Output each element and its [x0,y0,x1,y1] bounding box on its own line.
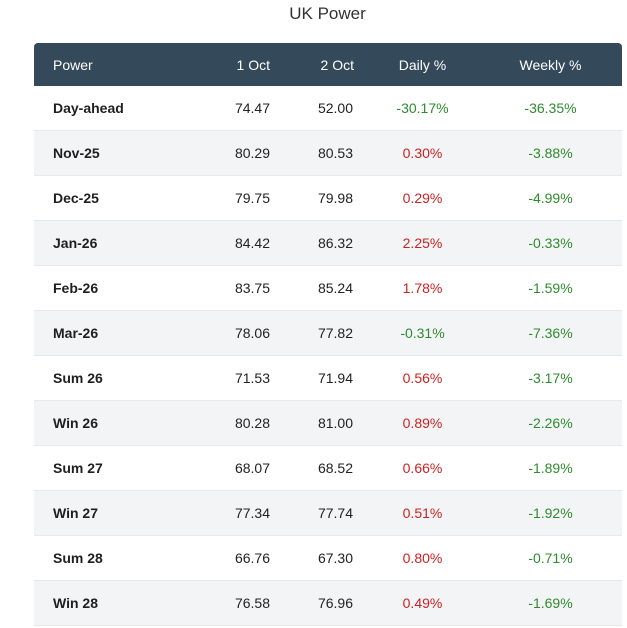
table-row: Sum 28 66.76 67.30 0.80% -0.71% [34,536,622,581]
weekly-change: -1.69% [528,595,573,611]
contract-name: Dec-25 [53,190,99,206]
price-2-oct: 71.94 [317,370,353,386]
price-2-oct: 68.52 [317,460,353,476]
column-header-1-oct: 1 Oct [236,56,270,73]
table-row: Feb-26 83.75 85.24 1.78% -1.59% [34,266,622,311]
price-1-oct: 84.42 [234,235,270,251]
contract-name: Win 26 [53,415,98,431]
weekly-change: -3.88% [528,145,573,161]
contract-name: Win 27 [53,505,98,521]
table-row: Sum 26 71.53 71.94 0.56% -3.17% [34,356,622,401]
weekly-change: -7.36% [528,325,573,341]
table-header: Power 1 Oct 2 Oct Daily % Weekly % [34,43,622,86]
daily-change: -0.31% [400,325,445,341]
column-header-2-oct: 2 Oct [320,56,354,73]
price-1-oct: 71.53 [234,370,270,386]
price-1-oct: 80.29 [234,145,270,161]
contract-name: Jan-26 [53,235,98,251]
daily-change: 0.66% [402,460,443,476]
price-2-oct: 67.30 [317,550,353,566]
table-row: Jan-26 84.42 86.32 2.25% -0.33% [34,221,622,266]
table-row: Win 27 77.34 77.74 0.51% -1.92% [34,491,622,536]
daily-change: 0.56% [402,370,443,386]
weekly-change: -2.26% [528,415,573,431]
column-header-daily-pct: Daily % [398,56,447,73]
daily-change: 0.51% [402,505,443,521]
daily-change: -30.17% [396,100,449,116]
contract-name: Sum 27 [53,460,103,476]
table-row: Sum 27 68.07 68.52 0.66% -1.89% [34,446,622,491]
contract-name: Day-ahead [53,100,124,116]
weekly-change: -1.59% [528,280,573,296]
price-1-oct: 77.34 [234,505,270,521]
price-1-oct: 80.28 [234,415,270,431]
table-row: Mar-26 78.06 77.82 -0.31% -7.36% [34,311,622,356]
table-row: Win 26 80.28 81.00 0.89% -2.26% [34,401,622,446]
price-2-oct: 77.74 [317,505,353,521]
weekly-change: -3.17% [528,370,573,386]
table-row: Nov-25 80.29 80.53 0.30% -3.88% [34,131,622,176]
contract-name: Feb-26 [53,280,99,296]
daily-change: 0.89% [402,415,443,431]
weekly-change: -1.92% [528,505,573,521]
weekly-change: -4.99% [528,190,573,206]
contract-name: Nov-25 [53,145,100,161]
column-header-power: Power [53,56,93,73]
contract-name: Sum 26 [53,370,103,386]
price-1-oct: 83.75 [234,280,270,296]
price-2-oct: 77.82 [317,325,353,341]
weekly-change: -1.89% [528,460,573,476]
contract-name: Sum 28 [53,550,103,566]
weekly-change: -0.71% [528,550,573,566]
price-2-oct: 80.53 [317,145,353,161]
price-1-oct: 74.47 [234,100,270,116]
weekly-change: -0.33% [528,235,573,251]
table-row: Day-ahead 74.47 52.00 -30.17% -36.35% [34,86,622,131]
daily-change: 1.78% [402,280,443,296]
contract-name: Win 28 [53,595,98,611]
daily-change: 0.30% [402,145,443,161]
price-2-oct: 85.24 [317,280,353,296]
price-1-oct: 68.07 [234,460,270,476]
weekly-change: -36.35% [524,100,577,116]
price-2-oct: 79.98 [317,190,353,206]
column-header-weekly-pct: Weekly % [519,56,582,73]
uk-power-table: Power 1 Oct 2 Oct Daily % Weekly % Day-a… [34,43,622,626]
price-1-oct: 78.06 [234,325,270,341]
price-1-oct: 79.75 [234,190,270,206]
daily-change: 2.25% [402,235,443,251]
price-1-oct: 66.76 [234,550,270,566]
table-row: Dec-25 79.75 79.98 0.29% -4.99% [34,176,622,221]
table-body: Day-ahead 74.47 52.00 -30.17% -36.35% Nov-25 8… [34,86,622,626]
price-2-oct: 52.00 [317,100,353,116]
price-2-oct: 86.32 [317,235,353,251]
price-2-oct: 81.00 [317,415,353,431]
price-1-oct: 76.58 [234,595,270,611]
table-row: Win 28 76.58 76.96 0.49% -1.69% [34,581,622,626]
daily-change: 0.49% [402,595,443,611]
daily-change: 0.80% [402,550,443,566]
contract-name: Mar-26 [53,325,99,341]
daily-change: 0.29% [402,190,443,206]
table-title: UK Power [289,4,366,23]
price-2-oct: 76.96 [317,595,353,611]
